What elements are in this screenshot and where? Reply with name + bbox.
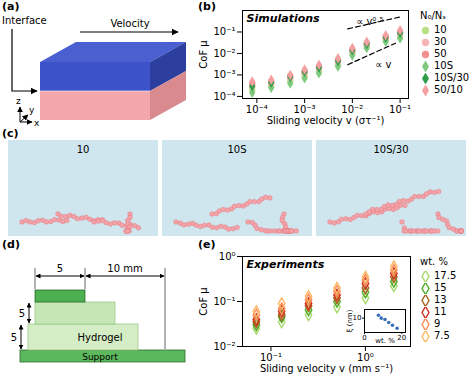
svg-text:10⁻¹: 10⁻¹ (389, 104, 411, 115)
svg-text:10⁰: 10⁰ (357, 352, 374, 363)
html-text:(a): (a) (2, 0, 20, 13)
html-text:50/10: 50/10 (434, 84, 463, 95)
html-text:30: 30 (434, 36, 447, 47)
svg-text:5: 5 (11, 332, 17, 343)
svg-text:x: x (34, 118, 40, 128)
svg-text:10⁻¹: 10⁻¹ (260, 352, 282, 363)
html-text:(c): (c) (2, 127, 19, 140)
svg-text:Support: Support (82, 352, 118, 362)
html-text:wt. %: wt. % (420, 256, 448, 267)
svg-text:Hydrogel: Hydrogel (77, 332, 122, 343)
svg-text:Interface: Interface (2, 15, 47, 26)
html-text:(e): (e) (198, 238, 216, 251)
html-text:17.5: 17.5 (434, 270, 457, 281)
svg-text:CoF μ: CoF μ (198, 287, 209, 316)
html-text:50: 50 (434, 48, 447, 59)
html-text:9: 9 (434, 318, 441, 329)
svg-text:Sliding velocity v (στ⁻¹): Sliding velocity v (στ⁻¹) (267, 115, 385, 126)
html-text:11: 11 (434, 306, 447, 317)
svg-text:10⁻¹: 10⁻¹ (213, 296, 235, 307)
svg-text:y: y (29, 105, 35, 115)
svg-text:10⁻²: 10⁻² (341, 104, 363, 115)
svg-text:10S/30: 10S/30 (373, 144, 408, 155)
svg-text:10: 10 (77, 144, 90, 155)
html-text:13: 13 (434, 294, 447, 305)
svg-text:Velocity: Velocity (110, 18, 149, 29)
svg-text:z: z (16, 96, 21, 106)
svg-text:10⁻⁴: 10⁻⁴ (213, 91, 235, 102)
svg-text:Simulations: Simulations (247, 12, 321, 25)
html-text:10S/30: 10S/30 (434, 72, 470, 83)
svg-text:10⁻²: 10⁻² (213, 341, 235, 352)
html-text:(d): (d) (2, 238, 20, 251)
svg-text:10⁻²: 10⁻² (213, 48, 235, 59)
svg-text:10⁻³: 10⁻³ (294, 104, 316, 115)
svg-text:10⁻⁴: 10⁻⁴ (246, 104, 268, 115)
svg-text:CoF μ: CoF μ (198, 40, 209, 69)
svg-text:∝ v⁰·⁵: ∝ v⁰·⁵ (356, 16, 383, 27)
svg-text:0: 0 (362, 334, 366, 342)
html-text:(b): (b) (198, 0, 216, 13)
svg-text:10: 10 (352, 314, 362, 323)
html-text:7.5: 7.5 (434, 330, 450, 341)
svg-text:10 mm: 10 mm (107, 263, 142, 274)
svg-text:wt. %: wt. % (375, 337, 395, 345)
svg-text:Sliding velocity v (mm s⁻¹): Sliding velocity v (mm s⁻¹) (260, 363, 393, 374)
svg-text:∝ v: ∝ v (375, 59, 391, 70)
svg-text:10⁻¹: 10⁻¹ (213, 26, 235, 37)
svg-text:5: 5 (57, 263, 63, 274)
svg-text:10⁰: 10⁰ (219, 251, 236, 262)
svg-text:5: 5 (19, 308, 25, 319)
svg-text:ξ (nm): ξ (nm) (346, 309, 354, 332)
svg-text:20: 20 (397, 334, 406, 342)
svg-text:10⁻³: 10⁻³ (213, 69, 235, 80)
html-text:N₀/Nₛ: N₀/Nₛ (420, 10, 447, 21)
svg-text:10S: 10S (227, 144, 246, 155)
html-text:10: 10 (434, 24, 447, 35)
html-text:15: 15 (434, 282, 447, 293)
svg-text:Experiments: Experiments (247, 258, 325, 271)
html-text:10S: 10S (434, 60, 454, 71)
